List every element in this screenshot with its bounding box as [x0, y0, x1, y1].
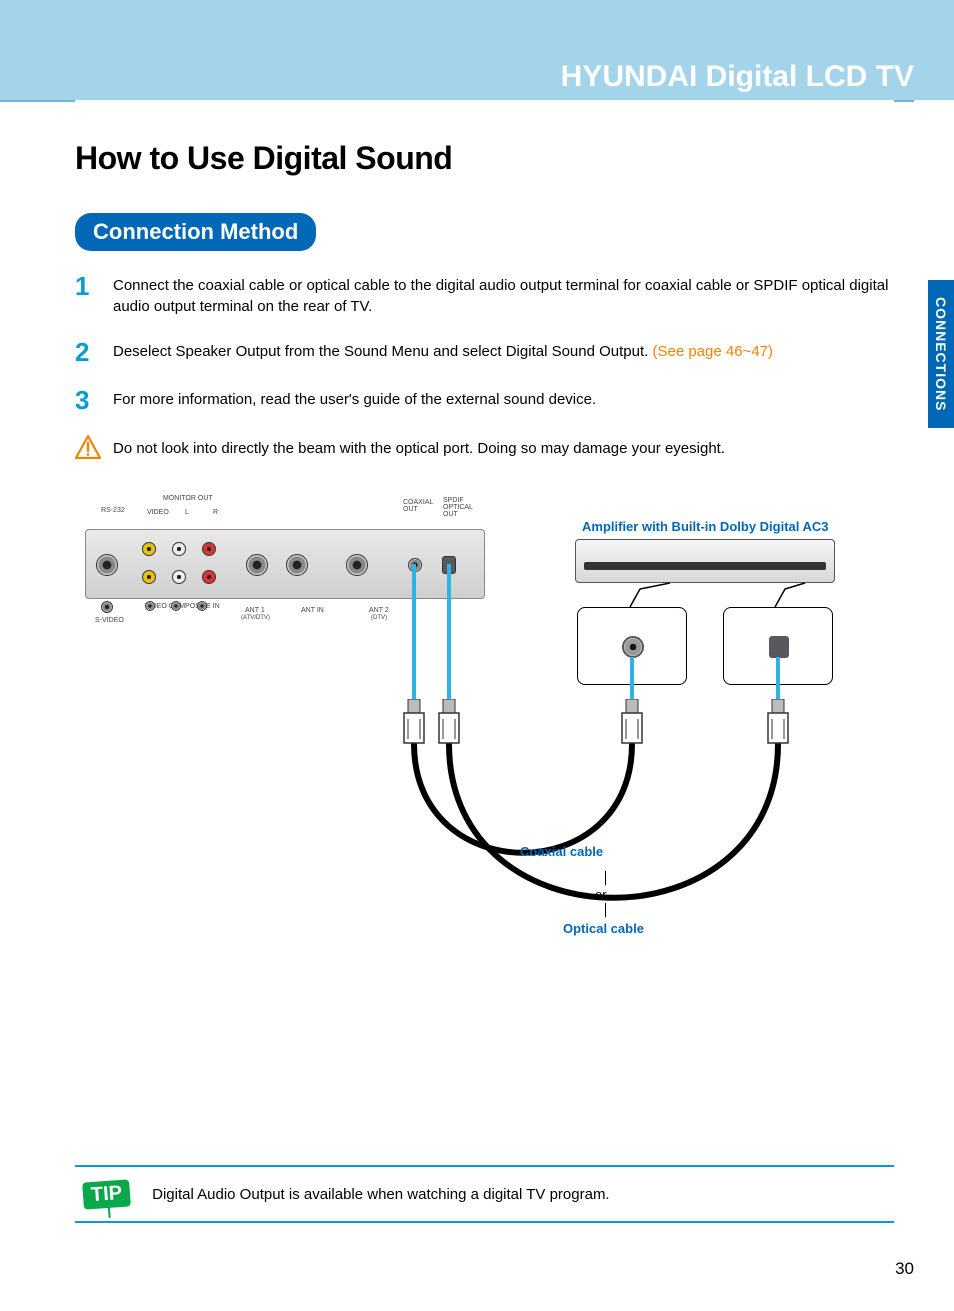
amp-input-coax-box	[577, 607, 687, 685]
step-text: Connect the coaxial cable or optical cab…	[113, 273, 894, 317]
plug-icon	[620, 699, 644, 749]
amp-input-optical-box	[723, 607, 833, 685]
label-rs232: RS-232	[101, 507, 125, 514]
step-text: Deselect Speaker Output from the Sound M…	[113, 339, 773, 362]
step-text-main: Deselect Speaker Output from the Sound M…	[113, 343, 652, 360]
section-title: How to Use Digital Sound	[75, 140, 894, 177]
step-number: 3	[75, 387, 113, 413]
plug-icon	[766, 699, 790, 749]
or-label: or	[595, 887, 607, 902]
label-ant2: ANT 2	[369, 607, 389, 614]
tv-back-panel	[85, 529, 485, 599]
plug-icon	[437, 699, 461, 749]
tv-bottom-labels: S-VIDEO VIDEO COMPOSITE IN ANT 1 (ATV/DT…	[85, 601, 485, 641]
tip-bar: TIP Digital Audio Output is available wh…	[75, 1165, 894, 1223]
header-title: HYUNDAI Digital LCD TV	[561, 60, 914, 94]
connection-diagram: RS-232 MONITOR OUT VIDEO L R COAXIAL OUT…	[75, 489, 894, 969]
step-number: 1	[75, 273, 113, 299]
page-content: How to Use Digital Sound Connection Meth…	[75, 100, 894, 1251]
coaxial-cable-label: Coaxial cable	[520, 844, 603, 859]
page-number: 30	[895, 1259, 914, 1279]
label-spdif-out: SPDIF OPTICAL OUT	[443, 497, 473, 518]
plug-icon	[402, 699, 426, 749]
label-ant1: ANT 1	[245, 607, 265, 614]
optical-cable-label: Optical cable	[563, 921, 644, 936]
step-1: 1 Connect the coaxial cable or optical c…	[75, 273, 894, 317]
amplifier-label: Amplifier with Built-in Dolby Digital AC…	[582, 519, 829, 534]
step-number: 2	[75, 339, 113, 365]
label-antin: ANT IN	[301, 607, 324, 614]
subsection-pill: Connection Method	[75, 213, 316, 251]
warning-icon	[75, 435, 113, 459]
label-coax-out: COAXIAL OUT	[403, 499, 433, 513]
step-2: 2 Deselect Speaker Output from the Sound…	[75, 339, 894, 365]
label-ant1-sub: (ATV/DTV)	[241, 615, 270, 621]
label-video: VIDEO	[147, 509, 169, 516]
step-3: 3 For more information, read the user's …	[75, 387, 894, 413]
label-monitor-out: MONITOR OUT	[163, 495, 213, 502]
warning-text: Do not look into directly the beam with …	[113, 436, 725, 459]
label-r: R	[213, 509, 218, 516]
label-video-composite-in: VIDEO COMPOSITE IN	[145, 603, 220, 610]
page-reference: (See page 46~47)	[652, 343, 773, 360]
label-ant2-sub: (DTV)	[371, 615, 387, 621]
tv-top-labels: RS-232 MONITOR OUT VIDEO L R COAXIAL OUT…	[85, 489, 485, 529]
step-text: For more information, read the user's gu…	[113, 387, 596, 410]
tip-text: Digital Audio Output is available when w…	[152, 1186, 609, 1203]
label-l: L	[185, 509, 189, 516]
side-tab-connections: CONNECTIONS	[928, 280, 954, 428]
amplifier	[575, 539, 835, 583]
label-svideo: S-VIDEO	[95, 617, 124, 624]
warning-row: Do not look into directly the beam with …	[75, 435, 894, 459]
tip-badge: TIP	[82, 1179, 131, 1209]
